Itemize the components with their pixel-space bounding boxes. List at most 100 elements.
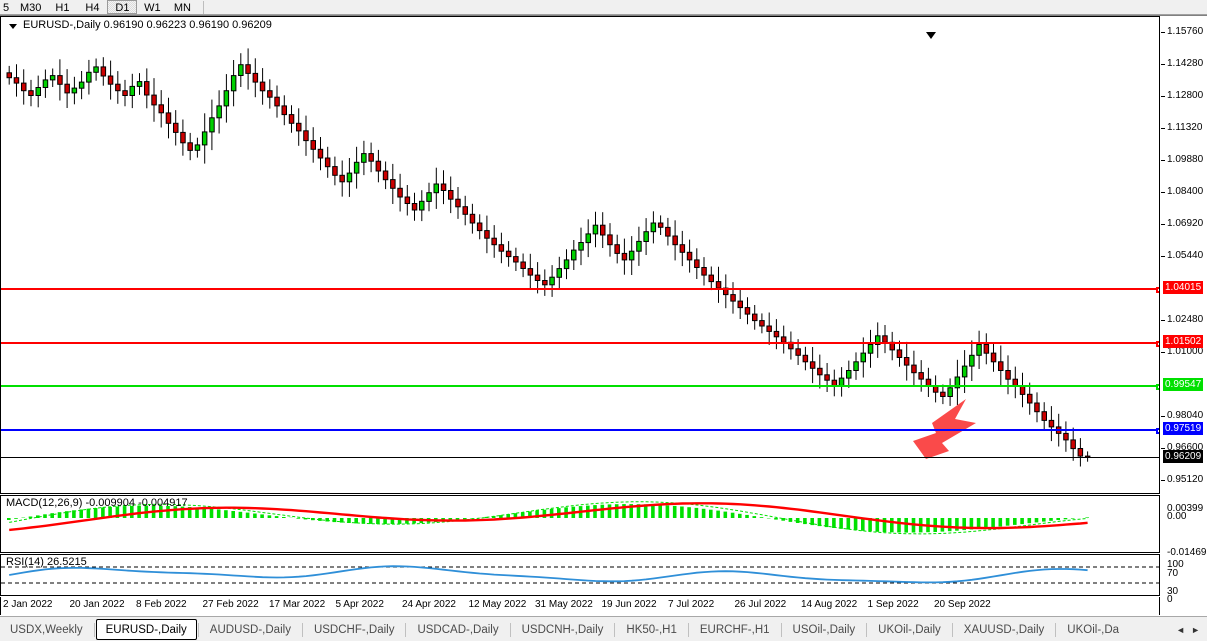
rsi-scale-label: 100 [1167,559,1184,570]
macd-series [7,501,1089,535]
price-tick-label: 1.14280 [1167,58,1204,70]
time-tick-label: 8 Feb 2022 [136,599,187,610]
price-tick [1161,255,1165,257]
toolbar-divider [203,0,205,14]
price-level-label-resistance-2[interactable]: 1.01502 [1163,335,1204,349]
tab-divider [866,623,868,637]
tab-divider [197,623,199,637]
price-scale[interactable]: 1.15760 1.14280 1.12800 1.11320 1.09880 1.084… [1161,16,1207,605]
price-tick [1161,447,1165,449]
macd-scale-label: 0.00399 [1167,503,1204,514]
symbol-tab-ukoil-daily[interactable]: UKOil-,Daily [878,624,941,636]
price-level-label-current-price[interactable]: 0.96209 [1163,450,1204,464]
time-tick-label: 5 Apr 2022 [335,599,384,610]
price-tick-label: 1.06920 [1167,217,1204,229]
chart-collapse-icon[interactable] [9,24,17,29]
tab-divider [1055,623,1057,637]
tab-scroll-right-icon[interactable]: ► [1191,624,1200,635]
chart-period-separator-icon [926,32,936,39]
price-tick-label: 0.98040 [1167,410,1204,422]
price-tick [1161,32,1165,34]
time-tick-label: 2 Jan 2022 [3,599,53,610]
macd-pane[interactable]: MACD(12,26,9) -0.009904 -0.004917 [0,495,1160,553]
time-tick-label: 1 Sep 2022 [867,599,919,610]
tab-divider [405,623,407,637]
price-tick-label: 1.09880 [1167,153,1204,165]
timeframe-button-m5[interactable]: 5 [2,2,10,14]
tab-scroll-left-icon[interactable]: ◄ [1176,624,1186,635]
price-pane[interactable]: EURUSD-,Daily 0.96190 0.96223 0.96190 0.… [0,16,1160,494]
time-tick-label: 17 Mar 2022 [269,599,326,610]
time-tick-label: 7 Jul 2022 [668,599,715,610]
time-tick-label: 26 Jul 2022 [734,599,787,610]
time-tick-label: 19 Jun 2022 [601,599,657,610]
price-line-handle[interactable] [1156,341,1159,348]
price-level-label-resistance-1[interactable]: 1.04015 [1163,280,1204,294]
symbol-tab-usoil-daily[interactable]: USOil-,Daily [792,624,856,636]
symbol-tab-xauusd-daily[interactable]: XAUUSD-,Daily [963,624,1045,636]
tab-divider [509,623,511,637]
rsi-label: RSI(14) 26.5215 [6,556,87,568]
price-tick [1161,320,1165,322]
time-tick-label: 12 May 2022 [468,599,527,610]
symbol-tab-hk50-h1[interactable]: HK50-,H1 [626,624,677,636]
macd-scale-label: -0.014693 [1167,547,1207,558]
price-line-handle[interactable] [1156,383,1159,390]
symbol-tab-bar[interactable]: USDX,Weekly EURUSD-,Daily AUDUSD-,Daily USD… [0,616,1207,641]
tab-divider [301,623,303,637]
price-tick-label: 1.05440 [1167,249,1204,261]
timeframe-button-w1[interactable]: W1 [144,2,161,14]
time-tick-label: 20 Jan 2022 [69,599,125,610]
price-line-resistance-1[interactable] [1,286,1159,293]
timeframe-toolbar: 5 M30 H1 H4 D1 W1 MN [0,0,1207,15]
timeframe-button-m30[interactable]: M30 [20,2,42,14]
time-tick-label: 24 Apr 2022 [402,599,456,610]
symbol-tab-eurchf-h1[interactable]: EURCHF-,H1 [699,624,770,636]
rsi-scale-label: 70 [1167,568,1179,579]
tab-divider [780,623,782,637]
time-tick-label: 14 Aug 2022 [801,599,858,610]
macd-label: MACD(12,26,9) -0.009904 -0.004917 [6,497,188,509]
price-tick-label: 0.96600 [1167,441,1204,453]
symbol-tab-usdx-weekly[interactable]: USDX,Weekly [10,624,83,636]
symbol-tab-eurusd-daily[interactable]: EURUSD-,Daily [95,619,197,640]
price-level-label-support-blue[interactable]: 0.97519 [1163,421,1204,435]
timeframe-button-h1[interactable]: H1 [55,2,70,14]
time-tick-label: 27 Feb 2022 [202,599,259,610]
price-tick-label: 1.08400 [1167,185,1204,197]
time-scale[interactable]: 2 Jan 2022 20 Jan 2022 8 Feb 2022 27 Feb 20… [0,597,1160,615]
bullish-arrow-annotation[interactable] [1,17,1159,493]
tab-divider [687,623,689,637]
price-level-label-support-green[interactable]: 0.99547 [1163,377,1204,391]
tab-divider [951,623,953,637]
rsi-pane[interactable]: RSI(14) 26.5215 [0,554,1160,596]
symbol-tab-usdcad-daily[interactable]: USDCAD-,Daily [417,624,499,636]
price-line-support-green[interactable] [1,383,1159,390]
time-tick-label: 31 May 2022 [535,599,593,610]
price-tick-label: 1.02480 [1167,314,1204,326]
tab-scroll-controls[interactable]: ◄ ► [1173,619,1207,640]
price-tick [1161,416,1165,418]
price-tick-label: 1.11320 [1167,122,1203,134]
price-tick-label: 1.12800 [1167,90,1204,102]
price-line-current-price[interactable] [1,457,1159,459]
timeframe-button-d1[interactable]: D1 [107,0,138,14]
symbol-tab-usdchf-daily[interactable]: USDCHF-,Daily [313,624,395,636]
symbol-tab-audusd-daily[interactable]: AUDUSD-,Daily [209,624,291,636]
price-line-handle[interactable] [1156,286,1159,293]
tab-divider [93,623,95,637]
timeframe-button-h4[interactable]: H4 [85,2,100,14]
symbol-tab-ukoil-da[interactable]: UKOil-,Da [1067,624,1120,636]
price-tick [1161,128,1165,130]
price-tick [1161,64,1165,66]
symbol-tab-usdcnh-daily[interactable]: USDCNH-,Daily [521,624,604,636]
price-line-resistance-2[interactable] [1,341,1159,348]
timeframe-button-mn[interactable]: MN [173,2,191,14]
chart-title: EURUSD-,Daily 0.96190 0.96223 0.96190 0.… [23,19,272,31]
rsi-scale-label: 30 [1167,586,1179,597]
price-tick-label: 0.95120 [1167,473,1204,485]
time-tick-label: 20 Sep 2022 [934,599,991,610]
price-line-handle[interactable] [1156,427,1159,434]
price-line-support-blue[interactable] [1,427,1159,434]
